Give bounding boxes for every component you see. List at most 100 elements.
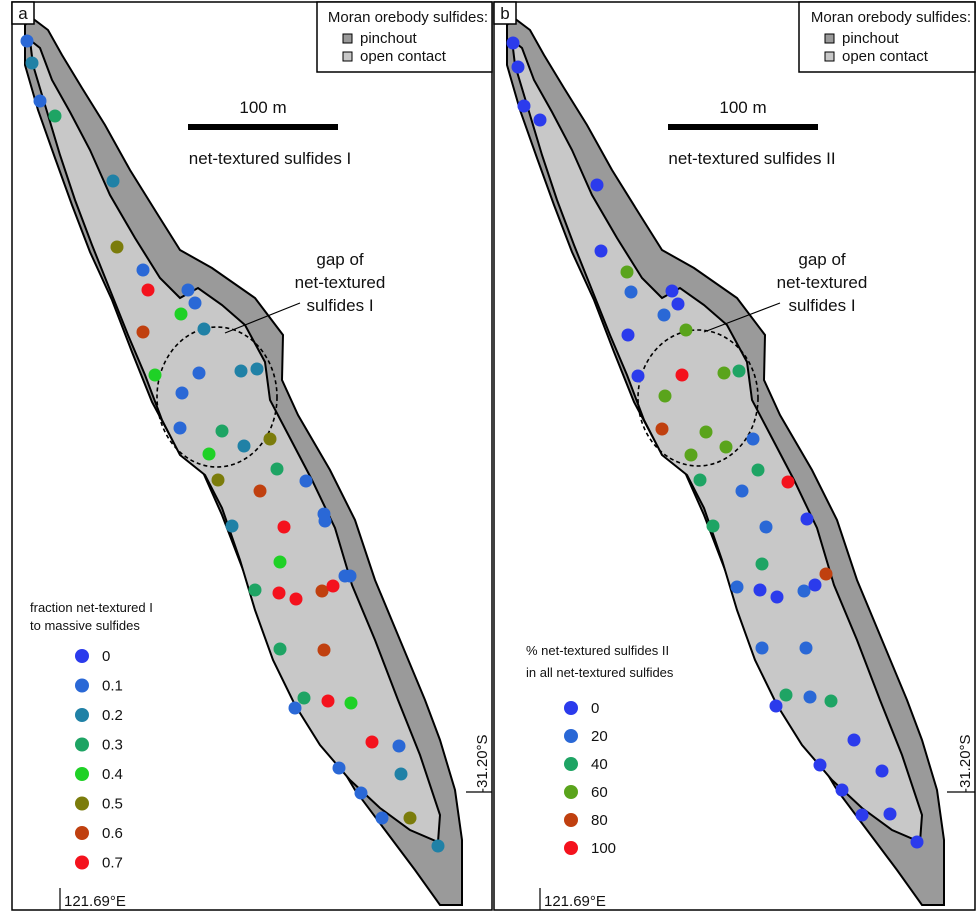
panel-label-box [11, 1, 35, 25]
panel-title: net-textured sulfides II [668, 149, 835, 168]
sample-point [277, 520, 291, 534]
sample-point [343, 569, 357, 583]
lon-label: 121.69°E [64, 893, 126, 910]
legend-label: 80 [591, 812, 608, 829]
sample-point [679, 323, 693, 337]
legend-label: 0.1 [102, 678, 123, 695]
gap-leader-line [703, 302, 781, 333]
sample-point [730, 580, 744, 594]
sample-point [175, 386, 189, 400]
sample-point [803, 690, 817, 704]
sample-point [824, 694, 838, 708]
legend-title-line-1: % net-textured sulfides II [526, 643, 669, 658]
orebody-inner-zone [510, 37, 924, 844]
sample-point [855, 808, 869, 822]
sample-point [33, 94, 47, 108]
legend-swatch [75, 737, 89, 752]
sample-point [272, 586, 286, 600]
sample-point [225, 519, 239, 533]
sample-point [732, 364, 746, 378]
sample-points-a [20, 34, 445, 853]
open-contact-swatch [824, 51, 835, 62]
legend-swatch [75, 855, 89, 870]
legend-swatch [564, 813, 578, 827]
sample-point [671, 297, 685, 311]
sample-point [781, 475, 795, 489]
sample-point [819, 567, 833, 581]
sample-point [173, 421, 187, 435]
gap-label-line-3: sulfides I [788, 296, 855, 315]
legend-title-line-2: to massive sulfides [30, 618, 140, 633]
sample-point [800, 512, 814, 526]
gap-label-line-2: net-textured [777, 273, 868, 292]
legend-label: 0.2 [102, 707, 123, 724]
sample-point [253, 484, 267, 498]
legend-title-line-1: fraction net-textured I [30, 600, 153, 615]
sample-point [594, 244, 608, 258]
panel-b-frame [493, 1, 976, 911]
inset-legend-title: Moran orebody sulfides: [328, 9, 488, 26]
sample-point [365, 735, 379, 749]
sample-point [699, 425, 713, 439]
legend-label: 60 [591, 784, 608, 801]
sample-point [273, 642, 287, 656]
lon-label: 121.69°E [544, 893, 606, 910]
scale-label: 100 m [239, 98, 286, 117]
sample-point [375, 811, 389, 825]
scale-label: 100 m [719, 98, 766, 117]
sample-point [511, 60, 525, 74]
sample-point [657, 308, 671, 322]
inset-legend-title: Moran orebody sulfides: [811, 9, 971, 26]
sample-point [192, 366, 206, 380]
sample-point [317, 643, 331, 657]
sample-point [237, 439, 251, 453]
sample-point [813, 758, 827, 772]
sample-point [779, 688, 793, 702]
sample-point [270, 462, 284, 476]
sample-point [136, 263, 150, 277]
sample-point [318, 514, 332, 528]
sample-point [847, 733, 861, 747]
legend-a: 0 0.1 0.2 0.3 0.4 0.5 0.6 0.7 [75, 648, 123, 872]
sample-point [181, 283, 195, 297]
sample-point [620, 265, 634, 279]
legend-label: 100 [591, 840, 616, 857]
scale-bar [668, 124, 818, 130]
panel-a-frame [11, 1, 493, 911]
sample-point [717, 366, 731, 380]
sample-point [431, 839, 445, 853]
legend-b: 0 20 40 60 80 100 [564, 700, 616, 857]
legend-label: 20 [591, 728, 608, 745]
sample-point [136, 325, 150, 339]
legend-label: 40 [591, 756, 608, 773]
sample-point [533, 113, 547, 127]
sample-point [631, 369, 645, 383]
gap-label-line-3: sulfides I [306, 296, 373, 315]
legend-swatch [75, 708, 89, 722]
sample-point [759, 520, 773, 534]
sample-point [48, 109, 62, 123]
legend-swatch [564, 701, 578, 715]
panel-label: b [500, 4, 509, 23]
sample-point [326, 579, 340, 593]
sample-point [299, 474, 313, 488]
legend-swatch [75, 826, 89, 840]
sample-point [769, 699, 783, 713]
legend-label: 0.7 [102, 855, 123, 872]
sample-point [506, 36, 520, 50]
sample-point [883, 807, 897, 821]
sample-point [655, 422, 669, 436]
legend-label: 0.4 [102, 766, 123, 783]
sample-point [797, 584, 811, 598]
panel-label-box [493, 1, 517, 25]
sample-point [215, 424, 229, 438]
panel-label: a [18, 4, 28, 23]
sample-point [321, 694, 335, 708]
pinchout-label: pinchout [360, 30, 418, 47]
legend-swatch [75, 678, 89, 693]
sample-point [755, 641, 769, 655]
legend-label: 0 [591, 700, 599, 717]
sample-point [174, 307, 188, 321]
sample-points-b [506, 36, 924, 849]
